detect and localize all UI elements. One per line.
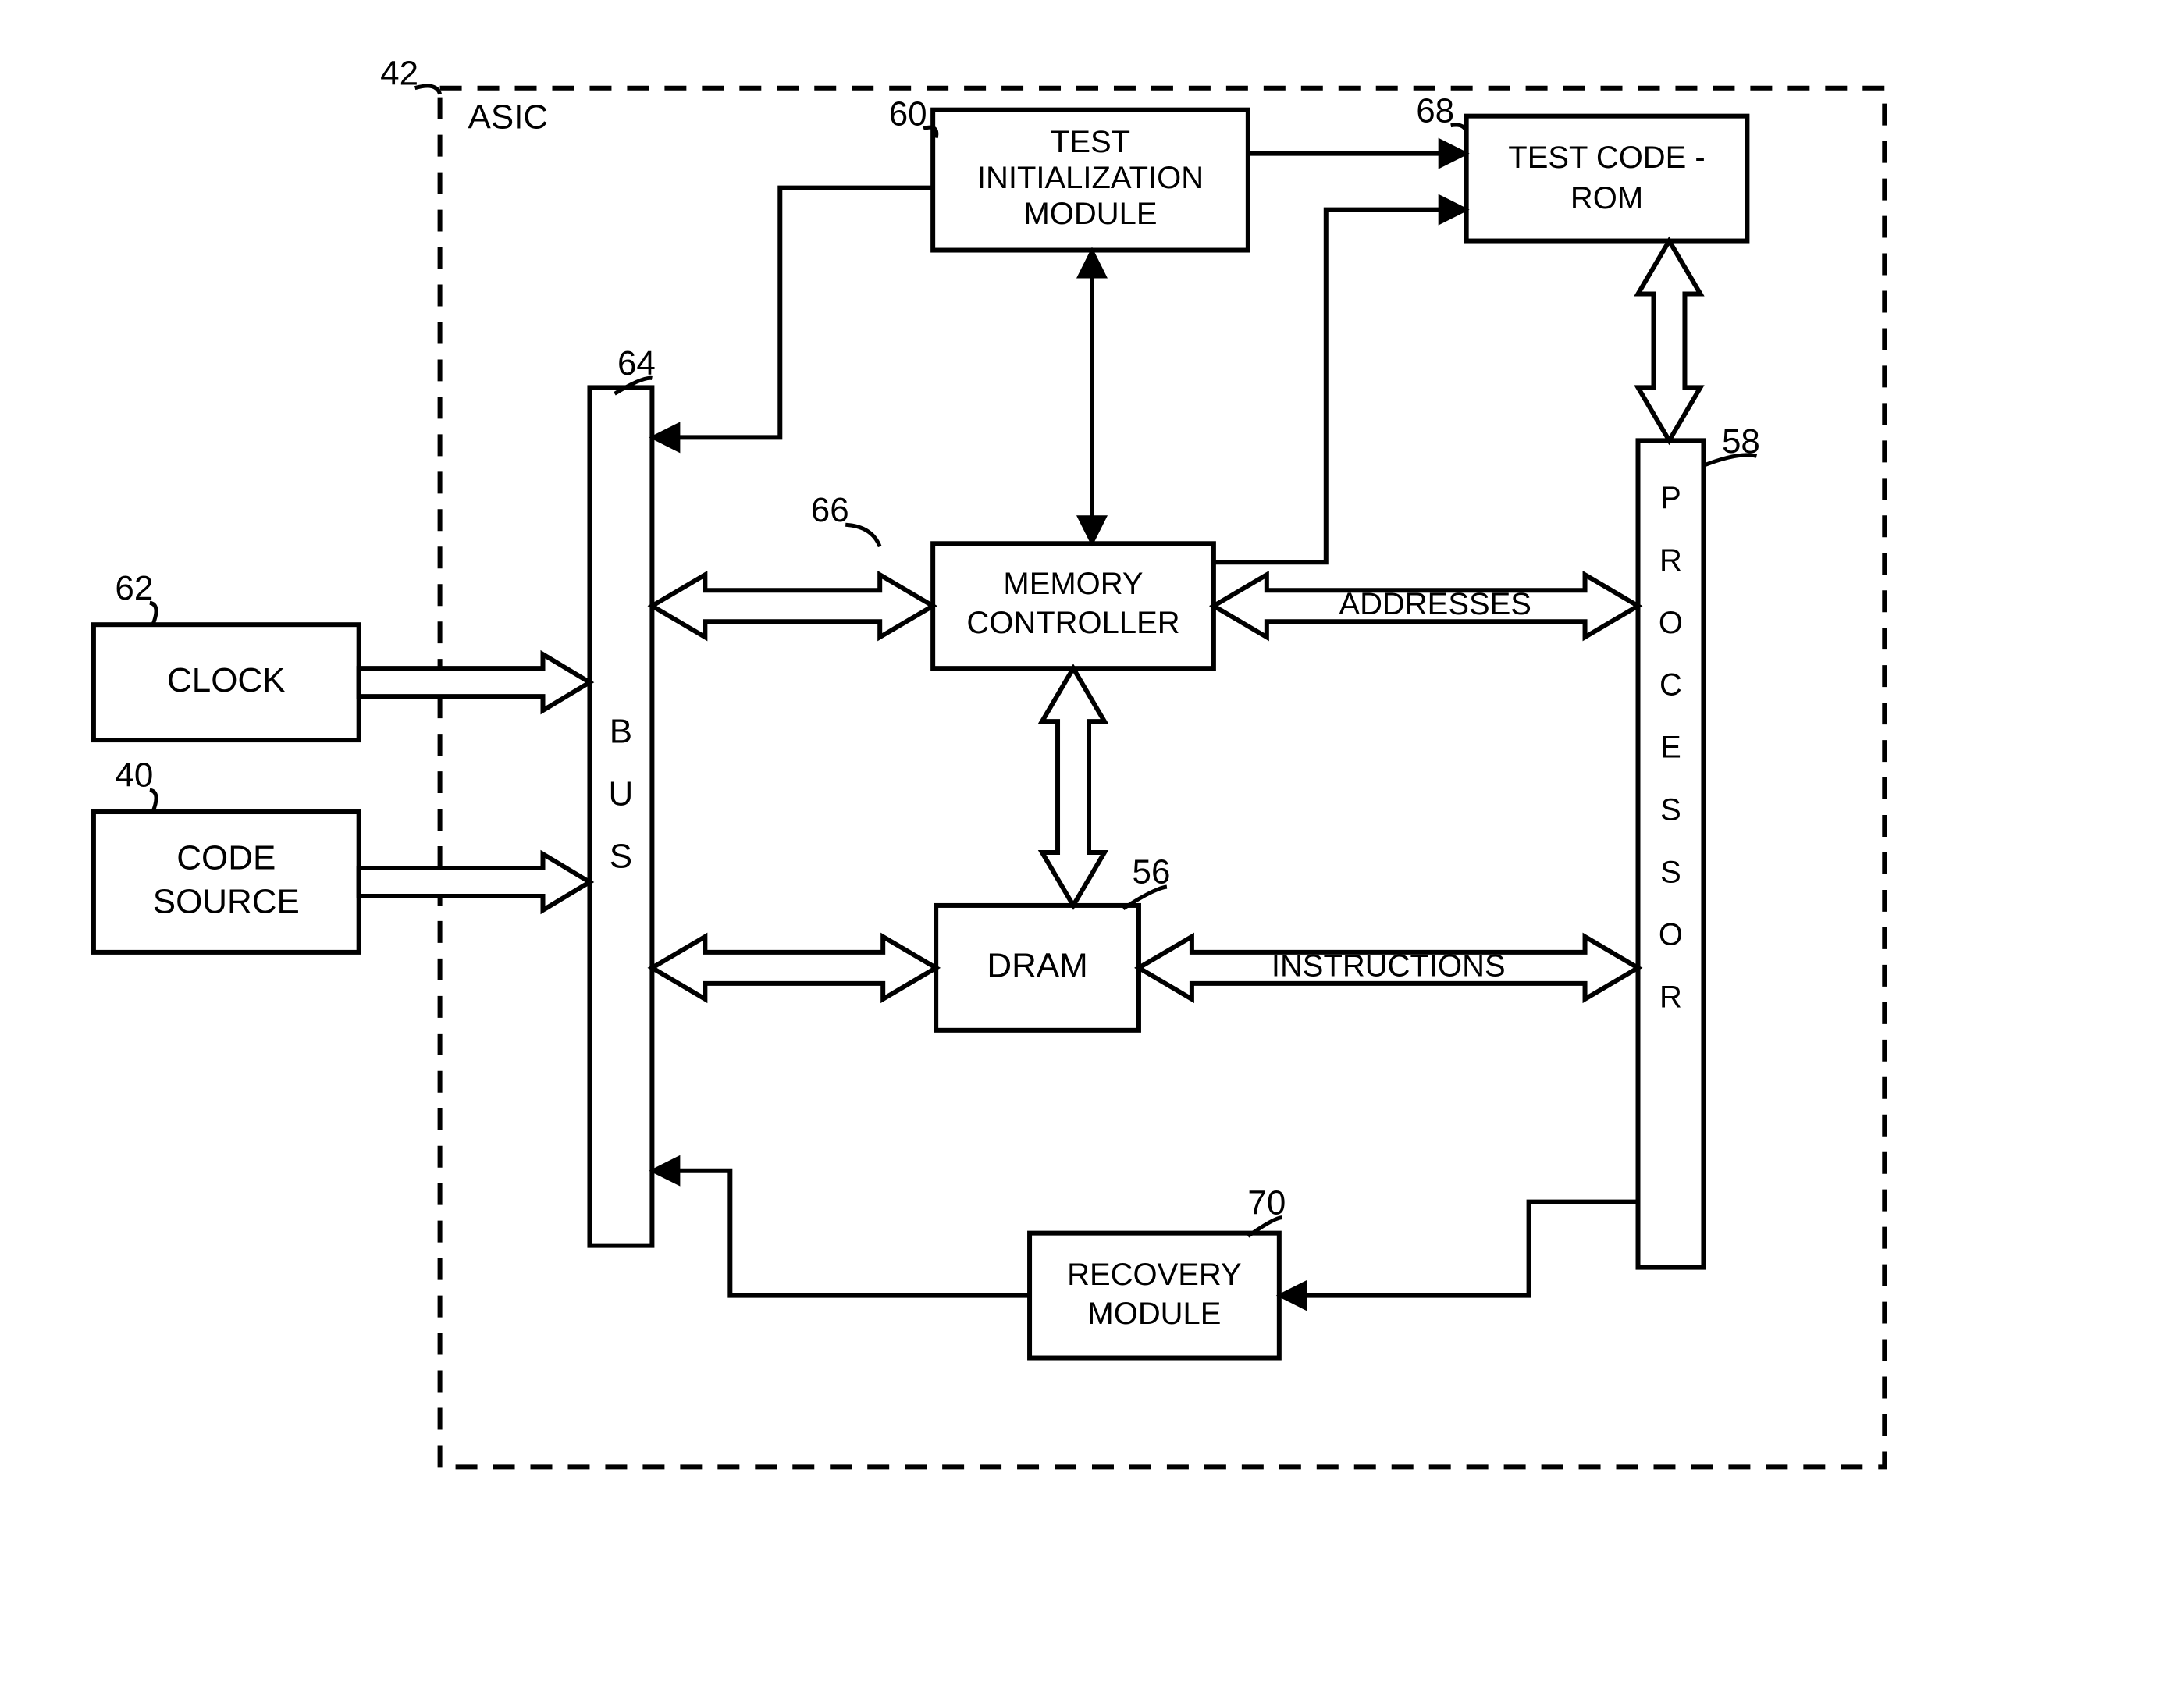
svg-text:C: C bbox=[1659, 668, 1682, 703]
test-code-label-1: TEST CODE - bbox=[1508, 141, 1705, 175]
conn-testinit-bus bbox=[652, 188, 933, 438]
ref-test_init: 60 bbox=[889, 94, 927, 133]
memory-controller-label-1: MEMORY bbox=[1003, 567, 1143, 601]
svg-text:E: E bbox=[1660, 731, 1681, 765]
memory-controller-label-2: CONTROLLER bbox=[966, 606, 1179, 640]
test-code-label-2: ROM bbox=[1570, 181, 1643, 215]
recovery-label-2: MODULE bbox=[1087, 1297, 1221, 1331]
arrow-testcode-processor bbox=[1638, 241, 1701, 441]
svg-text:S: S bbox=[1660, 793, 1681, 827]
svg-text:S: S bbox=[1660, 856, 1681, 890]
ref-hook-mem_ctrl bbox=[845, 525, 880, 546]
arrow-bus-dram bbox=[652, 937, 936, 999]
arrow-clock-to-bus bbox=[359, 654, 590, 710]
ref-code_src: 40 bbox=[115, 756, 153, 795]
conn-memctrl-testcode bbox=[1214, 210, 1467, 563]
test-init-label-2: INITIALIZATION bbox=[977, 161, 1204, 195]
test-init-label-3: MODULE bbox=[1024, 197, 1158, 231]
arrow-code-to-bus bbox=[359, 854, 590, 910]
bus-label-b: B bbox=[610, 713, 632, 751]
ref-asic: 42 bbox=[380, 54, 418, 92]
conn-processor-recovery bbox=[1279, 1202, 1638, 1296]
svg-text:R: R bbox=[1659, 543, 1682, 578]
arrow-memctrl-dram bbox=[1042, 668, 1104, 906]
svg-text:P: P bbox=[1660, 481, 1681, 515]
instructions-label: INSTRUCTIONS bbox=[1272, 948, 1506, 983]
code-source-label-1: CODE bbox=[176, 839, 276, 877]
svg-text:R: R bbox=[1659, 980, 1682, 1014]
svg-text:O: O bbox=[1659, 606, 1683, 640]
test-code-block bbox=[1467, 116, 1748, 241]
ref-clock: 62 bbox=[115, 569, 153, 607]
ref-hook-asic bbox=[415, 86, 440, 94]
recovery-label-1: RECOVERY bbox=[1067, 1258, 1242, 1292]
dram-label: DRAM bbox=[987, 946, 1087, 984]
ref-mem_ctrl: 66 bbox=[811, 491, 849, 529]
test-init-label-1: TEST bbox=[1051, 125, 1130, 159]
ref-test_code: 68 bbox=[1416, 91, 1454, 130]
recovery-block bbox=[1030, 1233, 1279, 1358]
bus-label-u: U bbox=[609, 775, 634, 813]
conn-recovery-bus bbox=[652, 1171, 1030, 1296]
asic-label: ASIC bbox=[468, 98, 549, 136]
clock-label: CLOCK bbox=[167, 661, 285, 699]
arrow-bus-memctrl bbox=[652, 575, 933, 637]
addresses-label: ADDRESSES bbox=[1339, 587, 1531, 621]
bus-label-s: S bbox=[610, 838, 632, 876]
processor-label: P R O C E S S O R bbox=[1659, 481, 1683, 1015]
code-source-label-2: SOURCE bbox=[153, 883, 300, 921]
svg-text:O: O bbox=[1659, 917, 1683, 952]
bus-block bbox=[589, 387, 652, 1245]
